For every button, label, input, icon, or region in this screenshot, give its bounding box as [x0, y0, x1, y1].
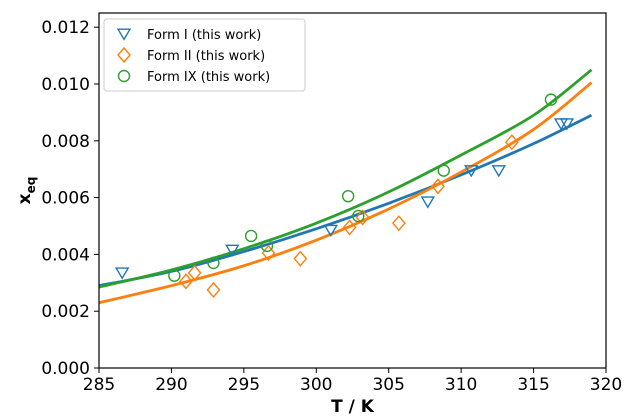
data-point-series-1 [114, 267, 130, 280]
data-point-series-1 [491, 165, 507, 178]
data-point-series-2 [391, 215, 406, 232]
x-tick-label: 295 [228, 375, 260, 395]
x-axis-label: T / K [331, 397, 375, 417]
data-point-series-1 [559, 118, 575, 131]
data-point-series-2 [178, 273, 193, 290]
x-tick-label: 305 [372, 375, 404, 395]
y-tick-label: 0.004 [41, 245, 90, 265]
data-point-series-2 [293, 250, 308, 267]
legend-label-3: Form IX (this work) [147, 70, 270, 85]
y-tick-label: 0.010 [41, 75, 90, 95]
x-tick-label: 315 [517, 375, 549, 395]
data-point-series-2 [504, 134, 519, 151]
y-tick-label: 0.002 [41, 302, 90, 322]
fit-line-series-3 [98, 68, 593, 289]
data-point-series-2 [187, 264, 202, 281]
x-tick-label: 310 [445, 375, 477, 395]
y-tick-label: 0.012 [41, 18, 90, 38]
data-point-series-2 [355, 209, 370, 226]
data-point-series-3 [544, 93, 558, 106]
data-point-series-2 [431, 178, 445, 195]
y-tick-label: 0.000 [41, 359, 90, 379]
legend-marker-1 [116, 28, 132, 41]
y-axis-label: xeq [15, 177, 38, 205]
legend: Form I (this work) Form II (this work) For… [103, 18, 306, 92]
data-point-series-3 [244, 229, 258, 243]
fit-curves [98, 68, 593, 305]
legend-label-1: Form I (this work) [147, 28, 261, 43]
data-point-series-3 [352, 209, 365, 223]
data-point-series-1 [464, 165, 479, 178]
data-point-series-2 [342, 219, 357, 236]
data-points [114, 93, 575, 298]
x-tick-label: 285 [83, 375, 115, 395]
legend-box [103, 18, 306, 92]
data-point-series-3 [437, 164, 450, 177]
y-axis-label-sub: eq [24, 177, 38, 194]
data-point-series-2 [206, 281, 221, 298]
legend-label-2: Form II (this work) [147, 49, 265, 64]
y-tick-label: 0.006 [41, 189, 90, 209]
y-axis-label-main: x [15, 193, 35, 204]
x-tick-label: 300 [300, 375, 332, 395]
data-point-series-1 [323, 224, 338, 238]
legend-marker-2 [117, 46, 131, 64]
axis-ticks: 285 290 295 300 305 310 315 320 0.000 0.002 0.004 0… [41, 18, 622, 395]
data-point-series-3 [341, 189, 355, 203]
x-tick-label: 320 [590, 375, 622, 395]
x-tick-label: 290 [155, 375, 187, 395]
legend-items: Form I (this work) Form II (this work) For… [116, 28, 270, 85]
legend-marker-3 [117, 69, 131, 83]
data-point-series-3 [260, 239, 274, 253]
y-tick-label: 0.008 [41, 132, 90, 152]
data-point-series-3 [168, 269, 181, 282]
data-point-series-3 [207, 256, 220, 270]
plot-frame [98, 12, 607, 369]
data-point-series-1 [225, 244, 240, 257]
data-point-series-1 [420, 196, 436, 209]
